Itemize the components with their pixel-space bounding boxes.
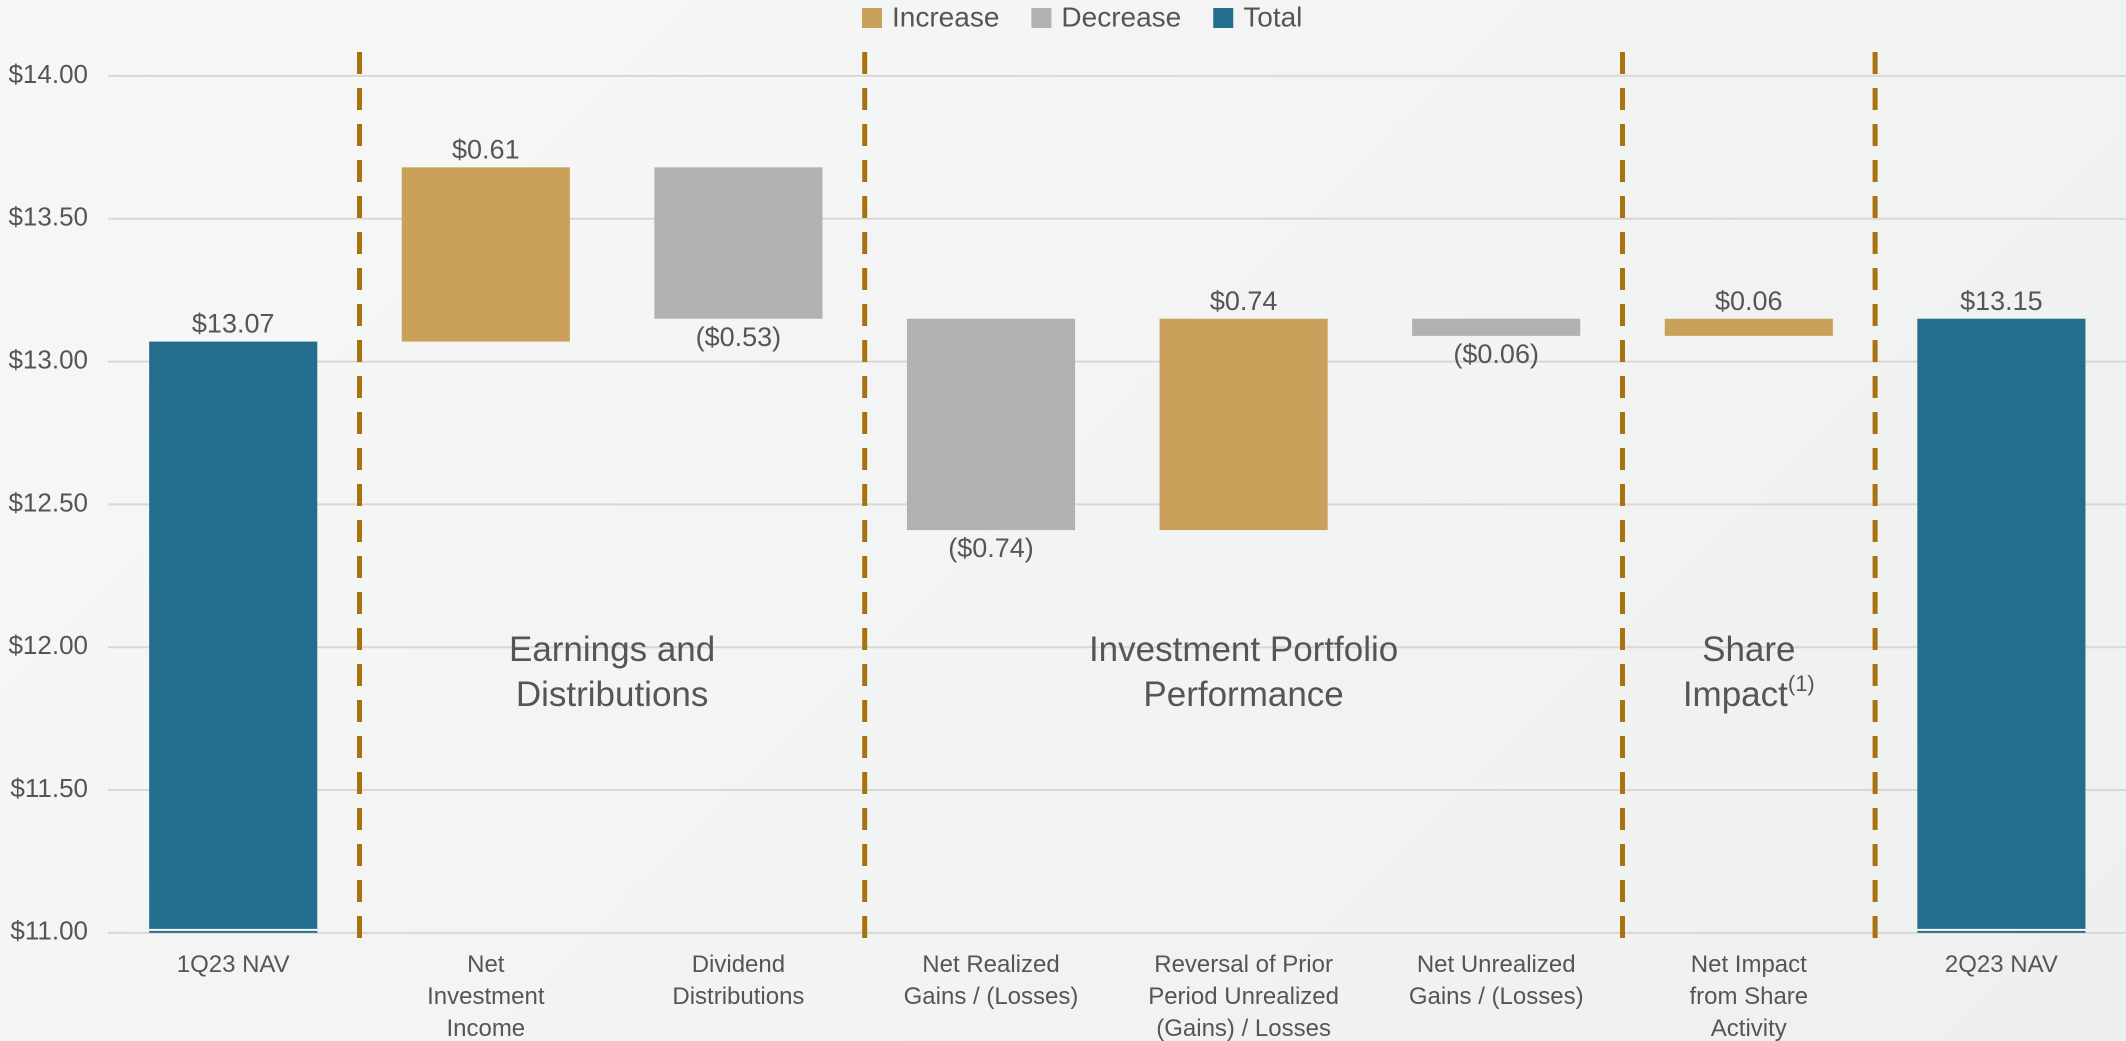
group-label: Earnings and Distributions	[509, 630, 715, 714]
x-tick-label: Net Impact from Share Activity	[1689, 951, 1808, 1041]
x-tick-label: Net Unrealized Gains / (Losses)	[1409, 951, 1584, 1010]
value-label: $13.15	[1960, 286, 2043, 316]
bar	[1664, 318, 1833, 336]
bar	[1159, 318, 1328, 531]
x-tick-label: 1Q23 NAV	[177, 951, 290, 978]
y-tick-label: $12.50	[8, 487, 88, 517]
y-tick-label: $14.00	[8, 59, 88, 89]
legend-swatch	[1031, 8, 1052, 28]
y-tick-label: $11.00	[10, 916, 88, 946]
value-label: $0.06	[1715, 286, 1783, 316]
bar	[1917, 318, 2086, 933]
bar	[149, 341, 318, 933]
value-label: ($0.06)	[1453, 339, 1539, 369]
bar	[1412, 318, 1581, 336]
bar	[906, 318, 1076, 531]
group-superscript: (1)	[1788, 671, 1815, 696]
x-tick-label: Net Realized Gains / (Losses)	[904, 951, 1079, 1010]
y-tick-label: $13.00	[8, 344, 88, 374]
y-tick-label: $12.00	[8, 630, 88, 660]
legend-label: Total	[1243, 1, 1302, 32]
legend-swatch	[1213, 8, 1234, 28]
x-tick-label: Dividend Distributions	[672, 951, 804, 1010]
y-tick-label: $13.50	[8, 202, 88, 232]
x-tick-label: Net Investment Income	[427, 951, 545, 1041]
value-label: $0.61	[452, 134, 520, 164]
legend-label: Decrease	[1061, 1, 1181, 32]
group-label: Investment Portfolio Performance	[1089, 630, 1398, 714]
x-tick-label: Reversal of Prior Period Unrealized (Gains…	[1148, 951, 1339, 1041]
x-tick-label: 2Q23 NAV	[1945, 951, 2058, 978]
bar	[654, 167, 823, 319]
legend-swatch	[862, 8, 882, 28]
group-label: Share Impact(1)	[1683, 630, 1815, 714]
bar	[401, 167, 570, 342]
value-label: $13.07	[192, 309, 275, 339]
value-label: ($0.53)	[696, 322, 782, 352]
y-tick-label: $11.50	[10, 773, 88, 803]
value-label: ($0.74)	[948, 533, 1034, 563]
value-label: $0.74	[1210, 286, 1278, 316]
legend-label: Increase	[892, 1, 999, 32]
